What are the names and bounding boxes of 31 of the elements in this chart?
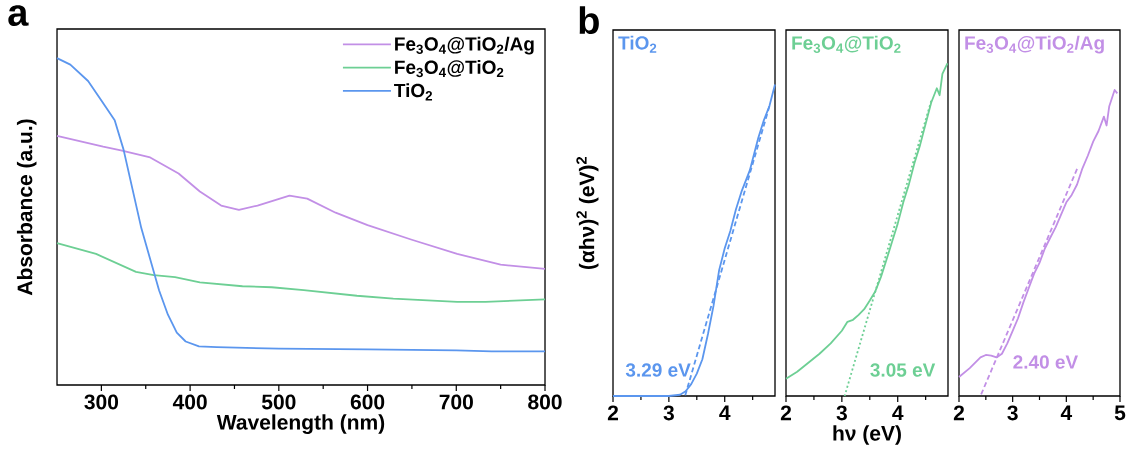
chart-title: b xyxy=(579,6,599,35)
legend-label: Fe$_{3}$O$_{4}$@TiO$_{2}$/Ag xyxy=(395,36,534,55)
x-tick-label: 2 xyxy=(780,405,791,421)
annotation: 3.05 eV xyxy=(870,363,936,377)
y-axis-title: Absorbance (a.u.) xyxy=(16,119,37,296)
x-tick-label: 800 xyxy=(528,394,562,410)
x-tick-label: 4 xyxy=(1060,405,1073,420)
text: TiO$_{2}$ xyxy=(618,35,657,53)
annotation: 2.40 eV xyxy=(1013,355,1078,369)
y-axis-title: (αhν)$^{2}$ (eV)$^{2}$ xyxy=(576,156,599,270)
x-tick-label: 3 xyxy=(663,405,674,421)
annotation: 3.29 eV xyxy=(625,363,691,377)
x-tick-label: 500 xyxy=(261,394,296,410)
x-tick-label: 2 xyxy=(953,405,964,421)
x-tick-label: 3 xyxy=(836,405,847,421)
text: Fe$_{3}$O$_{4}$@TiO$_{2}$/Ag xyxy=(965,35,1104,54)
x-tick-label: 5 xyxy=(1114,405,1126,421)
text: Fe$_{3}$O$_{4}$@TiO$_{2}$ xyxy=(792,35,901,53)
x-tick-label: 400 xyxy=(172,394,207,410)
legend-label: TiO$_{2}$ xyxy=(394,83,433,101)
x-tick-label: 600 xyxy=(350,394,385,410)
x-axis-title: Wavelength (nm) xyxy=(216,414,385,434)
x-tick-label: 3 xyxy=(1007,405,1018,421)
x-tick-label: 300 xyxy=(84,394,119,410)
x-tick-label: 700 xyxy=(439,394,473,410)
x-axis-title: hν (eV) xyxy=(833,425,901,445)
legend-label: Fe$_{3}$O$_{4}$@TiO$_{2}$ xyxy=(395,60,504,78)
x-tick-label: 4 xyxy=(719,405,731,420)
x-tick-label: 2 xyxy=(607,405,619,421)
x-tick-label: 4 xyxy=(892,405,904,420)
chart-title: a xyxy=(8,5,29,27)
